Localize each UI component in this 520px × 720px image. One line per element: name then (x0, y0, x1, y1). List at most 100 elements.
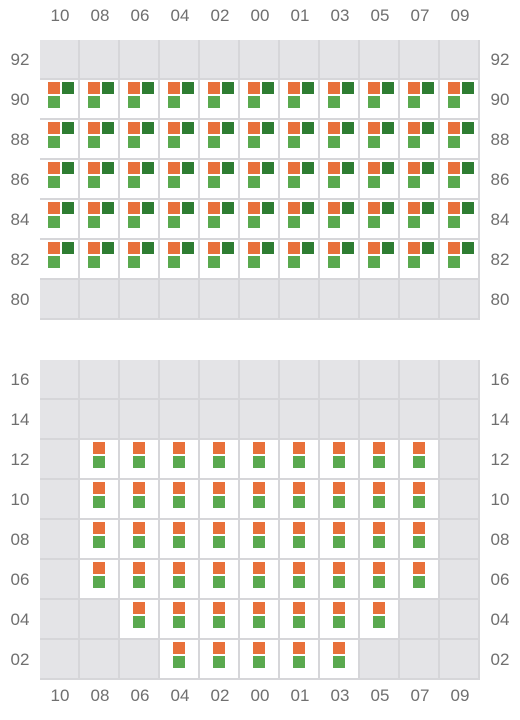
top_grid-slot-cell[interactable] (80, 120, 120, 160)
orange-square-marker (88, 202, 100, 214)
light-green-square-marker (333, 616, 345, 628)
light-green-square-marker (448, 136, 460, 148)
orange-square-marker (448, 82, 460, 94)
top_grid-slot-cell[interactable] (360, 240, 400, 280)
orange-square-marker (293, 482, 305, 494)
top_grid-slot-cell[interactable] (120, 200, 160, 240)
bottom_grid-column-label: 01 (290, 686, 310, 705)
top_grid-slot-cell[interactable] (400, 240, 440, 280)
top_grid-slot-cell[interactable] (320, 120, 360, 160)
bottom_grid-row-label-right: 08 (490, 530, 510, 549)
light-green-square-marker (128, 136, 140, 148)
top_grid-slot-cell[interactable] (280, 120, 320, 160)
top_grid-slot-cell[interactable] (440, 80, 480, 120)
top_grid-slot-cell[interactable] (120, 160, 160, 200)
top_grid-slot-cell[interactable] (160, 240, 200, 280)
top_grid-slot-cell[interactable] (320, 200, 360, 240)
top_grid-slot-cell[interactable] (360, 160, 400, 200)
top_grid-slot-cell[interactable] (80, 80, 120, 120)
top_grid-slot-cell[interactable] (40, 240, 80, 280)
top_grid-slot-cell[interactable] (360, 120, 400, 160)
orange-square-marker (248, 82, 260, 94)
top_grid-slot-cell[interactable] (40, 160, 80, 200)
top_grid-slot-cell[interactable] (200, 120, 240, 160)
top_grid-slot-cell[interactable] (240, 160, 280, 200)
top_grid-slot-cell[interactable] (120, 80, 160, 120)
top_grid-slot-cell[interactable] (440, 200, 480, 240)
bottom_grid-slot-cell (80, 600, 120, 640)
dark-green-square-marker (342, 122, 354, 134)
top_grid-row-label-left: 84 (10, 210, 30, 229)
top_grid-slot-cell (120, 280, 160, 320)
top_grid-slot-cell[interactable] (400, 160, 440, 200)
orange-square-marker (413, 522, 425, 534)
orange-square-marker (288, 82, 300, 94)
top_grid-slot-cell[interactable] (160, 160, 200, 200)
light-green-square-marker (168, 96, 180, 108)
dark-green-square-marker (462, 242, 474, 254)
light-green-square-marker (173, 456, 185, 468)
dark-green-square-marker (62, 242, 74, 254)
top_grid-slot-cell[interactable] (320, 80, 360, 120)
orange-square-marker (373, 602, 385, 614)
top_grid-slot-cell[interactable] (160, 200, 200, 240)
bottom_grid-row-label-right: 16 (490, 370, 510, 389)
light-green-square-marker (333, 456, 345, 468)
top_grid-slot-cell[interactable] (80, 200, 120, 240)
top_grid-slot-cell[interactable] (160, 120, 200, 160)
top_grid-slot-cell[interactable] (280, 160, 320, 200)
top_grid-column-label: 05 (370, 6, 390, 25)
dark-green-square-marker (302, 162, 314, 174)
orange-square-marker (208, 162, 220, 174)
orange-square-marker (333, 642, 345, 654)
light-green-square-marker (408, 176, 420, 188)
top_grid-slot-cell[interactable] (80, 160, 120, 200)
top_grid-column-label: 06 (130, 6, 150, 25)
light-green-square-marker (173, 656, 185, 668)
top_grid-slot-cell[interactable] (80, 240, 120, 280)
top_grid-slot-cell[interactable] (400, 120, 440, 160)
bottom_grid-slot-cell (280, 400, 320, 440)
top_grid-slot-cell[interactable] (280, 80, 320, 120)
orange-square-marker (408, 122, 420, 134)
top_grid-slot-cell[interactable] (200, 240, 240, 280)
orange-square-marker (88, 162, 100, 174)
top_grid-slot-cell[interactable] (240, 240, 280, 280)
light-green-square-marker (213, 496, 225, 508)
top_grid-slot-cell[interactable] (440, 160, 480, 200)
top_grid-slot-cell[interactable] (440, 120, 480, 160)
top_grid-slot-cell (440, 40, 480, 80)
orange-square-marker (48, 122, 60, 134)
top_grid-slot-cell[interactable] (240, 120, 280, 160)
top_grid-slot-cell[interactable] (240, 200, 280, 240)
top_grid-slot-cell[interactable] (320, 240, 360, 280)
dark-green-square-marker (142, 242, 154, 254)
top_grid-slot-cell[interactable] (120, 120, 160, 160)
light-green-square-marker (368, 256, 380, 268)
top_grid-slot-cell[interactable] (400, 80, 440, 120)
top_grid-slot-cell[interactable] (40, 120, 80, 160)
top_grid-slot-cell[interactable] (40, 80, 80, 120)
top_grid-slot-cell[interactable] (280, 240, 320, 280)
top_grid-slot-cell[interactable] (40, 200, 80, 240)
dark-green-square-marker (182, 242, 194, 254)
dark-green-square-marker (382, 242, 394, 254)
dark-green-square-marker (222, 242, 234, 254)
top_grid-slot-cell (200, 40, 240, 80)
top_grid-slot-cell[interactable] (400, 200, 440, 240)
top_grid-slot-cell[interactable] (200, 160, 240, 200)
light-green-square-marker (373, 576, 385, 588)
top_grid-slot-cell[interactable] (360, 200, 400, 240)
top_grid-slot-cell[interactable] (360, 80, 400, 120)
top_grid-slot-cell[interactable] (200, 200, 240, 240)
top_grid-slot-cell[interactable] (160, 80, 200, 120)
orange-square-marker (293, 442, 305, 454)
dark-green-square-marker (382, 122, 394, 134)
top_grid-slot-cell[interactable] (240, 80, 280, 120)
top_grid-slot-cell[interactable] (440, 240, 480, 280)
top_grid-slot-cell[interactable] (200, 80, 240, 120)
top_grid-slot-cell[interactable] (280, 200, 320, 240)
top_grid-slot-cell[interactable] (120, 240, 160, 280)
top_grid-slot-cell[interactable] (320, 160, 360, 200)
orange-square-marker (368, 82, 380, 94)
